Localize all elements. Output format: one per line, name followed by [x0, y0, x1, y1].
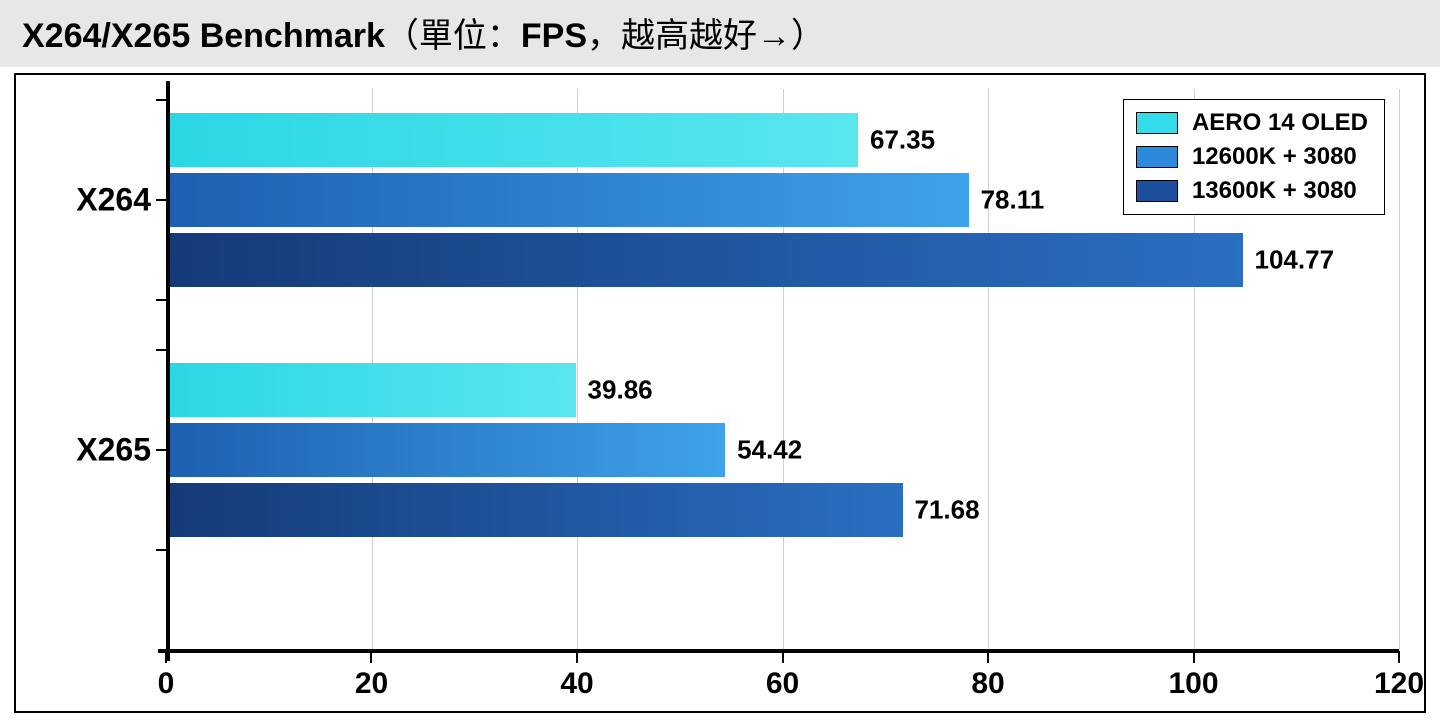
legend-swatch	[1136, 180, 1178, 202]
title-unit-value: FPS	[521, 17, 587, 55]
x-axis-label: 80	[971, 667, 1004, 701]
x-axis-label: 60	[766, 667, 799, 701]
bar: 104.77	[166, 233, 1243, 287]
bar-value-label: 78.11	[981, 185, 1045, 216]
bar: 78.11	[166, 173, 969, 227]
legend-label: AERO 14 OLED	[1192, 109, 1368, 137]
x-axis-label: 100	[1168, 667, 1218, 701]
bar-value-label: 39.86	[588, 375, 653, 406]
chart-plot-area: 020406080100120X26467.3578.11104.77X2653…	[166, 89, 1399, 653]
legend-swatch	[1136, 146, 1178, 168]
group-label: X264	[31, 182, 151, 219]
x-axis-label: 40	[560, 667, 593, 701]
x-axis-label: 0	[158, 667, 175, 701]
bar-value-label: 104.77	[1255, 245, 1335, 276]
group-label: X265	[31, 432, 151, 469]
bar-value-label: 54.42	[737, 435, 802, 466]
legend-item: 12600K + 3080	[1136, 140, 1368, 174]
legend-label: 12600K + 3080	[1192, 143, 1357, 171]
bar: 71.68	[166, 483, 903, 537]
legend-item: AERO 14 OLED	[1136, 106, 1368, 140]
x-axis-label: 120	[1374, 667, 1424, 701]
chart-group: X26539.8654.4271.68	[166, 363, 1399, 537]
title-paren-open: （	[385, 17, 419, 55]
title-paren-close: ，越高越好→）	[587, 17, 825, 55]
legend-item: 13600K + 3080	[1136, 174, 1368, 208]
bar: 67.35	[166, 113, 858, 167]
x-axis	[158, 649, 1399, 653]
y-axis	[166, 81, 170, 661]
chart-frame: 0 20 40 60 80 100 120 X264 67.35 78.11 104.77 X265 3…	[14, 73, 1426, 713]
gridline	[1399, 89, 1400, 653]
bar: 54.42	[166, 423, 725, 477]
legend-swatch	[1136, 112, 1178, 134]
title-unit-prefix: 單位：	[419, 17, 521, 55]
bar-value-label: 67.35	[870, 125, 935, 156]
title-main: X264/X265 Benchmark	[22, 17, 385, 55]
chart-title-bar: X264/X265 Benchmark（單位：FPS，越高越好→）	[0, 0, 1440, 67]
x-axis-label: 20	[355, 667, 388, 701]
legend: AERO 14 OLED 12600K + 3080 13600K + 3080	[1123, 99, 1385, 215]
bar: 39.86	[166, 363, 576, 417]
bar-value-label: 71.68	[915, 495, 980, 526]
legend-label: 13600K + 3080	[1192, 177, 1357, 205]
